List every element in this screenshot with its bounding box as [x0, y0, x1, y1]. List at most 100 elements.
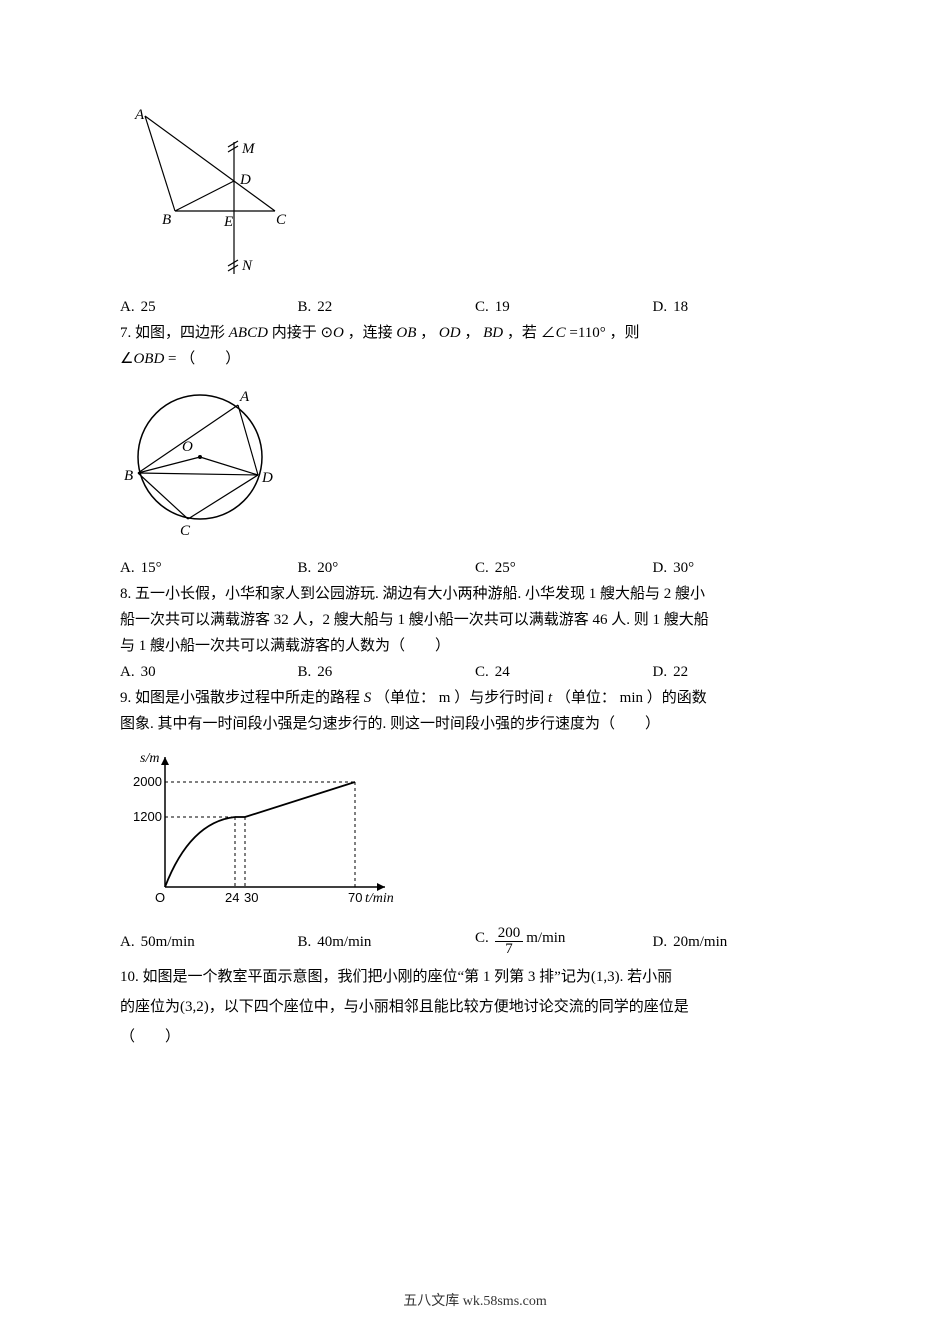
- q7-t5: ，: [464, 325, 479, 341]
- q10-line2: 的座位为(3,2)，以下四个座位中，与小丽相邻且能比较方便地讨论交流的同学的座位…: [120, 995, 830, 1019]
- svg-text:N: N: [241, 258, 253, 274]
- svg-text:D: D: [239, 172, 251, 188]
- q6-option-c: C. 19: [475, 295, 653, 319]
- q9-c-num: 200: [495, 926, 524, 942]
- q9-line1: 9. 如图是小强散步过程中所走的路程 S （单位： m ）与步行时间 t （单位…: [120, 686, 830, 710]
- q8-option-d: D. 22: [653, 660, 831, 684]
- svg-text:A: A: [134, 107, 145, 123]
- q7-od: OD: [439, 325, 461, 341]
- q7-quad: ABCD: [229, 325, 268, 341]
- q7-option-c: C. 25°: [475, 556, 653, 580]
- page-footer: 五八文库 wk.58sms.com: [0, 1291, 950, 1313]
- option-label: B.: [298, 660, 312, 684]
- q9-unit-min: min: [620, 690, 643, 706]
- q7-ang1-var: C: [556, 325, 566, 341]
- q7-t3: ，连接: [348, 325, 393, 341]
- svg-text:C: C: [180, 523, 191, 539]
- option-value: 25°: [495, 556, 516, 580]
- option-label: C.: [475, 926, 489, 957]
- q9-t5: ）的函数: [647, 690, 707, 706]
- option-label: A.: [120, 556, 135, 580]
- q6-triangle-svg: A B C D E M N: [120, 106, 310, 281]
- svg-text:C: C: [276, 212, 287, 228]
- q8-line2: 船一次共可以满载游客 32 人，2 艘大船与 1 艘小船一次共可以满载游客 46…: [120, 608, 830, 632]
- q10-line3: （ ）: [120, 1025, 830, 1049]
- option-label: D.: [653, 930, 668, 954]
- q10-t2: . 若小丽: [620, 969, 673, 985]
- option-value: 20m/min: [673, 930, 727, 954]
- option-value: 20°: [317, 556, 338, 580]
- q6-option-d: D. 18: [653, 295, 831, 319]
- q9-t2: （单位：: [375, 690, 435, 706]
- option-value: 40m/min: [317, 930, 371, 954]
- option-label: B.: [298, 930, 312, 954]
- q10-coord1: (1,3): [591, 969, 620, 985]
- q9-option-a: A. 50m/min: [120, 930, 298, 954]
- q9-chart-svg: s/m t/min O 2000 1200 24 30 70: [120, 742, 410, 912]
- q9-option-c: C. 200 7 m/min: [475, 926, 653, 957]
- q7-blank: （ ）: [180, 351, 240, 367]
- q7-t4: ，: [420, 325, 435, 341]
- svg-text:30: 30: [244, 890, 258, 905]
- q8-line3: 与 1 艘小船一次共可以满载游客的人数为（ ）: [120, 634, 830, 658]
- option-label: C.: [475, 660, 489, 684]
- svg-text:70: 70: [348, 890, 362, 905]
- q9-t1: 9. 如图是小强散步过程中所走的路程: [120, 690, 364, 706]
- option-label: D.: [653, 556, 668, 580]
- option-value: 15°: [141, 556, 162, 580]
- q7-figure: A B C D O: [120, 377, 830, 550]
- q8-line1: 8. 五一小长假，小华和家人到公园游玩. 湖边有大小两种游船. 小华发现 1 艘…: [120, 582, 830, 606]
- option-label: C.: [475, 295, 489, 319]
- option-label: A.: [120, 930, 135, 954]
- q7-o: O: [333, 325, 344, 341]
- q8-option-a: A. 30: [120, 660, 298, 684]
- svg-text:O: O: [155, 890, 165, 905]
- option-value: 26: [317, 660, 332, 684]
- q10-line1: 10. 如图是一个教室平面示意图，我们把小刚的座位“第 1 列第 3 排”记为(…: [120, 965, 830, 989]
- option-label: B.: [298, 556, 312, 580]
- svg-text:E: E: [223, 214, 233, 230]
- q7-ang1-eq: =110°: [566, 325, 606, 341]
- svg-text:t/min: t/min: [365, 891, 394, 906]
- option-value: 19: [495, 295, 510, 319]
- q6-options: A. 25 B. 22 C. 19 D. 18: [120, 295, 830, 319]
- option-label: B.: [298, 295, 312, 319]
- option-value: 30: [141, 660, 156, 684]
- q7-option-a: A. 15°: [120, 556, 298, 580]
- option-value: 22: [317, 295, 332, 319]
- svg-text:2000: 2000: [133, 774, 162, 789]
- q8-option-c: C. 24: [475, 660, 653, 684]
- option-value: 30°: [673, 556, 694, 580]
- q8-option-b: B. 26: [298, 660, 476, 684]
- option-value: 25: [141, 295, 156, 319]
- q9-t3: ）与步行时间: [454, 690, 544, 706]
- q10-t3: 的座位为: [120, 999, 180, 1015]
- q7-ang2-pre: ∠: [120, 351, 133, 367]
- q9-t4: （单位：: [556, 690, 616, 706]
- q7-t7: ，则: [610, 325, 640, 341]
- q6-figure: A B C D E M N: [120, 106, 830, 289]
- q7-t6: ，若: [507, 325, 537, 341]
- svg-text:A: A: [239, 389, 250, 405]
- option-value: 24: [495, 660, 510, 684]
- q9-options: A. 50m/min B. 40m/min C. 200 7 m/min D. …: [120, 926, 830, 957]
- svg-text:s/m: s/m: [140, 751, 159, 766]
- svg-text:D: D: [261, 470, 273, 486]
- q9-unit-m: m: [439, 690, 451, 706]
- q6-option-b: B. 22: [298, 295, 476, 319]
- q9-option-b: B. 40m/min: [298, 930, 476, 954]
- q8-options: A. 30 B. 26 C. 24 D. 22: [120, 660, 830, 684]
- q7-t2: 内接于: [272, 325, 317, 341]
- q6-option-a: A. 25: [120, 295, 298, 319]
- q7-ang2-var: OBD: [133, 351, 164, 367]
- q7-circle-o: ⊙: [320, 325, 333, 341]
- q7-ang2-eq: =: [164, 351, 176, 367]
- option-value: 18: [673, 295, 688, 319]
- svg-text:24: 24: [225, 890, 239, 905]
- q10-t1: 10. 如图是一个教室平面示意图，我们把小刚的座位“第 1 列第 3 排”记为: [120, 969, 591, 985]
- q7-option-b: B. 20°: [298, 556, 476, 580]
- q10-coord2: (3,2): [180, 999, 209, 1015]
- q9-chart: s/m t/min O 2000 1200 24 30 70: [120, 742, 830, 920]
- q7-text-line2: ∠OBD = （ ）: [120, 347, 830, 371]
- svg-text:O: O: [182, 439, 193, 455]
